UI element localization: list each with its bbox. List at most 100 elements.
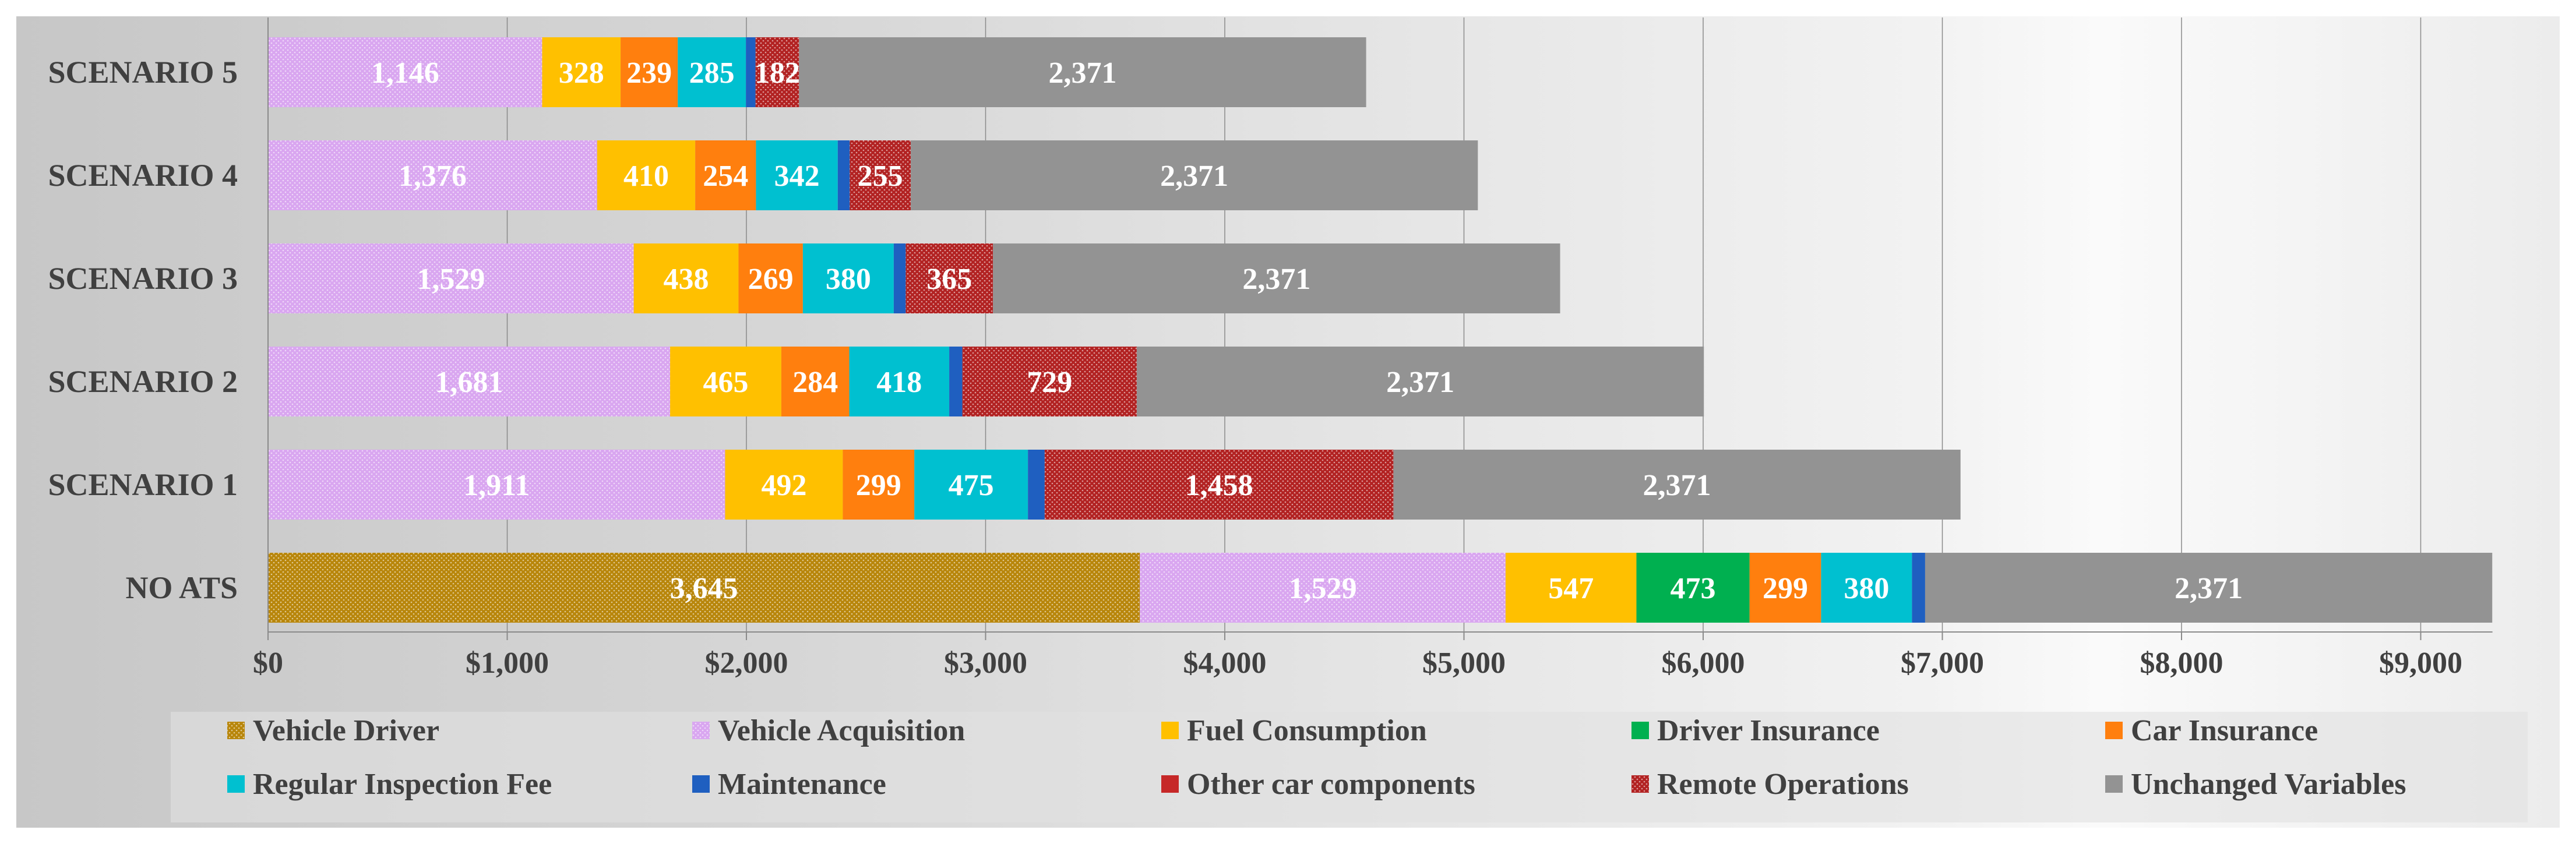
data-label-scenario-5-regular-inspection-fee: 285 <box>689 56 735 90</box>
bar-scenario-3-car-insurance <box>738 243 803 313</box>
x-tick-label-6000: $6,000 <box>1662 647 1745 680</box>
data-label-scenario-3-unchanged-variables: 2,371 <box>1242 263 1310 296</box>
data-label-no-ats-unchanged-variables: 2,371 <box>2175 572 2243 605</box>
bar-scenario-4-unchanged-variables <box>911 140 1478 210</box>
gridlines <box>506 17 2422 632</box>
data-label-scenario-3-car-insurance: 269 <box>748 263 794 296</box>
bar-scenario-3-remote-operations <box>905 243 993 313</box>
legend-swatch-regular-inspection-fee <box>227 775 245 793</box>
data-label-scenario-1-unchanged-variables: 2,371 <box>1643 469 1711 502</box>
category-label-scenario-4: SCENARIO 4 <box>48 158 238 193</box>
bar-scenario-1-remote-operations <box>1044 450 1394 520</box>
category-labels: SCENARIO 5 SCENARIO 4 SCENARIO 3 SCENARIO 2… <box>48 55 238 605</box>
category-label-scenario-5: SCENARIO 5 <box>48 55 238 90</box>
data-label-scenario-2-unchanged-variables: 2,371 <box>1386 366 1454 399</box>
bar-scenario-5-car-insurance <box>621 37 678 107</box>
data-label-scenario-3-regular-inspection-fee: 380 <box>826 263 871 296</box>
bar-scenario-5-unchanged-variables <box>799 37 1366 107</box>
x-axis: $0 $1,000 $2,000 $3,000 $4,000 $5,000 $6,000 $7… <box>253 17 2493 680</box>
bar-no-ats-vehicle-acquisition <box>1140 553 1506 623</box>
x-tick-label-1000: $1,000 <box>466 647 549 680</box>
bar-scenario-3-unchanged-variables <box>993 243 1560 313</box>
bar-no-ats-regular-inspection-fee <box>1821 553 1912 623</box>
legend-label-maintenance: Maintenance <box>718 768 886 801</box>
bar-scenario-4-remote-operations <box>850 140 911 210</box>
legend-box <box>171 712 2528 822</box>
x-tick-label-4000: $4,000 <box>1183 647 1267 680</box>
bar-scenario-1-vehicle-acquisition <box>268 450 725 520</box>
x-tick-label-2000: $2,000 <box>705 647 788 680</box>
data-label-scenario-2-remote-operations: 729 <box>1027 366 1072 399</box>
bar-no-ats-car-insurance <box>1749 553 1821 623</box>
bar-scenario-2-fuel-consumption <box>670 347 781 416</box>
legend-swatch-maintenance <box>692 775 710 793</box>
x-tick-label-5000: $5,000 <box>1422 647 1506 680</box>
bar-scenario-4-car-insurance <box>695 140 756 210</box>
bar-scenario-5-fuel-consumption <box>542 37 621 107</box>
bar-scenario-5-maintenance <box>746 37 756 107</box>
x-tick-label-3000: $3,000 <box>944 647 1027 680</box>
data-label-scenario-5-vehicle-acquisition: 1,146 <box>371 56 439 90</box>
bar-scenario-1-maintenance <box>1028 450 1045 520</box>
x-tick-label-0: $0 <box>253 647 283 680</box>
bar-scenario-5-remote-operations <box>755 37 799 107</box>
category-label-no-ats: NO ATS <box>125 570 238 605</box>
x-tick-label-9000: $9,000 <box>2379 647 2462 680</box>
legend: Vehicle Driver Vehicle Acquisition Fuel Co… <box>171 712 2528 822</box>
bar-scenario-4-fuel-consumption <box>597 140 696 210</box>
data-label-scenario-1-fuel-consumption: 492 <box>761 469 806 502</box>
data-label-scenario-1-vehicle-acquisition: 1,911 <box>463 469 530 502</box>
data-label-scenario-1-car-insurance: 299 <box>856 469 901 502</box>
bar-no-ats-vehicle-driver <box>268 553 1140 623</box>
data-label-scenario-5-unchanged-variables: 2,371 <box>1048 56 1116 90</box>
data-label-scenario-5-car-insurance: 239 <box>626 56 672 90</box>
bar-scenario-2-unchanged-variables <box>1136 347 1704 416</box>
bar-scenario-4-maintenance <box>837 140 850 210</box>
legend-label-remote-operations: Remote Operations <box>1657 768 1909 801</box>
legend-swatch-other-car-components <box>1161 775 1179 793</box>
legend-swatch-remote-operations <box>1631 775 1649 793</box>
data-label-no-ats-driver-insurance: 473 <box>1671 572 1716 605</box>
bar-scenario-5-regular-inspection-fee <box>678 37 746 107</box>
bar-scenario-3-regular-inspection-fee <box>802 243 894 313</box>
bar-scenario-2-regular-inspection-fee <box>849 347 950 416</box>
bar-scenario-2-maintenance <box>949 347 963 416</box>
data-label-scenario-4-unchanged-variables: 2,371 <box>1160 160 1228 193</box>
legend-swatch-car-insurance <box>2105 722 2123 739</box>
legend-label-unchanged-variables: Unchanged Variables <box>2131 768 2406 801</box>
x-tick-label-8000: $8,000 <box>2140 647 2223 680</box>
data-label-scenario-3-vehicle-acquisition: 1,529 <box>417 263 485 296</box>
bar-no-ats-driver-insurance <box>1636 553 1750 623</box>
legend-swatch-driver-insurance <box>1631 722 1649 739</box>
legend-swatch-vehicle-driver <box>227 722 245 739</box>
bar-scenario-1-fuel-consumption <box>725 450 843 520</box>
bar-no-ats-maintenance <box>1912 553 1925 623</box>
bar-scenario-2-car-insurance <box>781 347 850 416</box>
bar-scenario-3-maintenance <box>893 243 906 313</box>
data-label-no-ats-vehicle-acquisition: 1,529 <box>1289 572 1357 605</box>
bar-scenario-5-vehicle-acquisition <box>268 37 542 107</box>
x-tick-label-7000: $7,000 <box>1901 647 1984 680</box>
data-label-scenario-4-car-insurance: 254 <box>703 160 748 193</box>
bar-scenario-2-remote-operations <box>962 347 1137 416</box>
data-label-scenario-1-regular-inspection-fee: 475 <box>949 469 994 502</box>
legend-label-fuel-consumption: Fuel Consumption <box>1187 714 1427 747</box>
legend-label-car-insurance: Car Insurance <box>2131 714 2318 747</box>
legend-swatch-vehicle-acquisition <box>692 722 710 739</box>
legend-swatch-unchanged-variables <box>2105 775 2123 793</box>
category-label-scenario-2: SCENARIO 2 <box>48 364 238 399</box>
bar-scenario-1-unchanged-variables <box>1393 450 1961 520</box>
data-label-scenario-2-vehicle-acquisition: 1,681 <box>435 366 503 399</box>
data-label-no-ats-fuel-consumption: 547 <box>1548 572 1594 605</box>
data-label-scenario-1-remote-operations: 1,458 <box>1185 469 1253 502</box>
data-label-no-ats-regular-inspection-fee: 380 <box>1844 572 1889 605</box>
data-label-scenario-2-car-insurance: 284 <box>792 366 838 399</box>
data-label-no-ats-car-insurance: 299 <box>1763 572 1808 605</box>
bar-scenario-3-fuel-consumption <box>633 243 739 313</box>
bar-scenario-4-regular-inspection-fee <box>756 140 838 210</box>
data-label-scenario-3-remote-operations: 365 <box>926 263 972 296</box>
category-label-scenario-3: SCENARIO 3 <box>48 261 238 296</box>
legend-label-vehicle-driver: Vehicle Driver <box>253 714 439 747</box>
bar-scenario-4-vehicle-acquisition <box>268 140 597 210</box>
bar-scenario-1-car-insurance <box>843 450 915 520</box>
